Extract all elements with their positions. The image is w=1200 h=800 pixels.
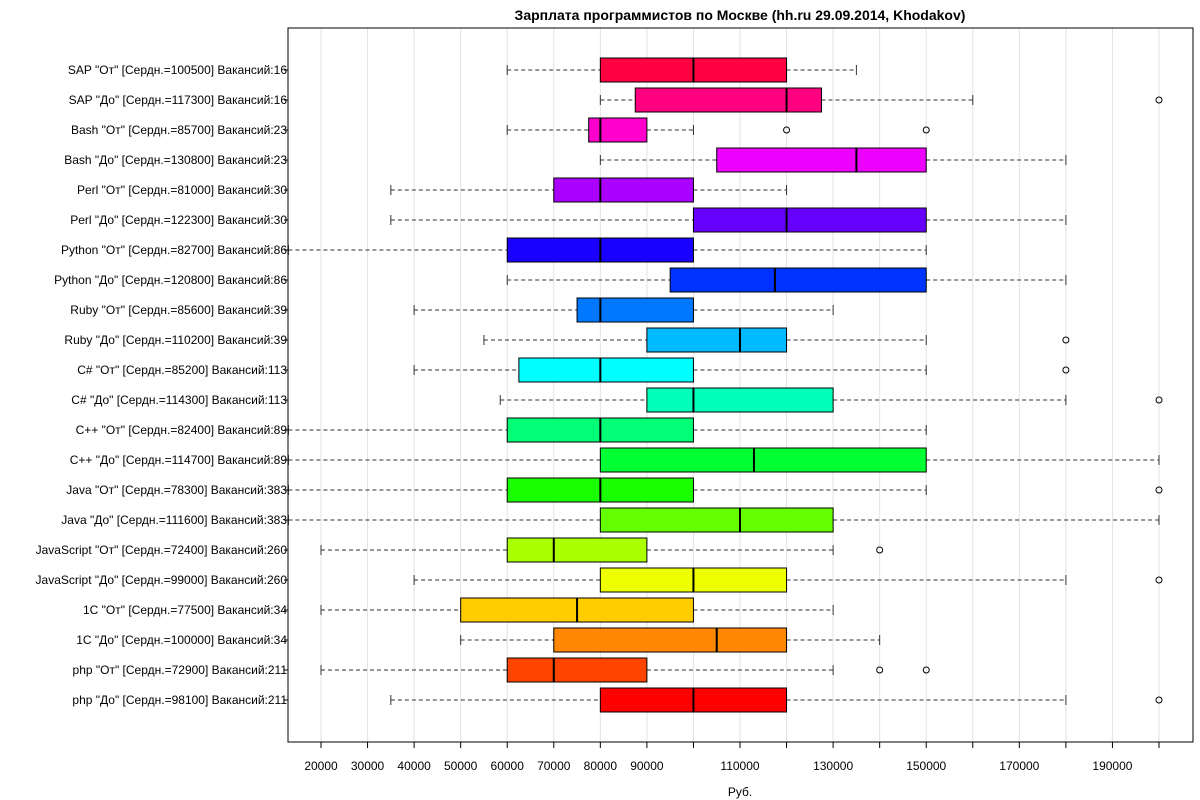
outlier-point xyxy=(1155,486,1163,494)
category-label: php "От" [Сердн.=72900] Вакансий:211 xyxy=(73,663,288,677)
outlier-point xyxy=(876,546,884,554)
category-label: Java "От" [Сердн.=78300] Вакансий:383 xyxy=(66,483,287,497)
box xyxy=(588,117,648,143)
outlier-point xyxy=(922,126,930,134)
category-label: C++ "До" [Сердн.=114700] Вакансий:89 xyxy=(70,453,288,467)
outlier-point xyxy=(1155,396,1163,404)
outlier-point xyxy=(922,666,930,674)
x-tick-label: 20000 xyxy=(304,759,338,773)
x-tick-label: 150000 xyxy=(906,759,946,773)
box xyxy=(553,177,694,203)
box xyxy=(506,537,648,563)
x-tick-label: 90000 xyxy=(630,759,664,773)
x-tick-label: 170000 xyxy=(999,759,1039,773)
x-tick-label: 50000 xyxy=(444,759,478,773)
box xyxy=(599,507,834,533)
outlier-point xyxy=(1062,366,1070,374)
x-tick-label: 130000 xyxy=(813,759,853,773)
category-label: Bash "До" [Сердн.=130800] Вакансий:23 xyxy=(64,153,287,167)
chart-title: Зарплата программистов по Москве (hh.ru … xyxy=(515,7,966,23)
category-label: C++ "От" [Сердн.=82400] Вакансий:89 xyxy=(76,423,288,437)
x-axis-label: Руб. xyxy=(728,785,752,799)
outlier-point xyxy=(1155,576,1163,584)
category-label: SAP "До" [Сердн.=117300] Вакансий:16 xyxy=(69,93,288,107)
category-label: Java "До" [Сердн.=111600] Вакансий:383 xyxy=(61,513,287,527)
category-label: Python "До" [Сердн.=120800] Вакансий:86 xyxy=(54,273,287,287)
x-tick-label: 70000 xyxy=(537,759,571,773)
category-label: Ruby "От" [Сердн.=85600] Вакансий:39 xyxy=(70,303,287,317)
x-tick-label: 190000 xyxy=(1092,759,1132,773)
box xyxy=(692,207,927,233)
outlier-point xyxy=(1155,696,1163,704)
category-label: 1C "До" [Сердн.=100000] Вакансий:34 xyxy=(76,633,287,647)
box xyxy=(669,267,927,293)
box-layer xyxy=(287,57,1163,713)
box xyxy=(646,387,834,413)
x-axis: 20000 30000 40000 50000 60000 70000 80000 90000… xyxy=(304,742,1160,773)
category-label: Ruby "До" [Сердн.=110200] Вакансий:39 xyxy=(64,333,287,347)
category-label: C# "До" [Сердн.=114300] Вакансий:113 xyxy=(71,393,287,407)
category-label: Python "От" [Сердн.=82700] Вакансий:86 xyxy=(61,243,287,257)
category-label: Perl "От" [Сердн.=81000] Вакансий:30 xyxy=(77,183,287,197)
category-label: C# "От" [Сердн.=85200] Вакансий:113 xyxy=(77,363,287,377)
outlier-point xyxy=(783,126,791,134)
category-label: SAP "От" [Сердн.=100500] Вакансий:16 xyxy=(68,63,287,77)
category-labels: SAP "От" [Сердн.=100500] Вакансий:16 SAP … xyxy=(36,63,288,707)
outlier-point xyxy=(876,666,884,674)
box xyxy=(518,357,694,383)
box xyxy=(646,327,788,353)
grid-lines xyxy=(320,28,1160,742)
box xyxy=(716,147,927,173)
plot-frame xyxy=(287,27,1194,743)
x-tick-label: 40000 xyxy=(397,759,431,773)
category-label: Bash "От" [Сердн.=85700] Вакансий:23 xyxy=(71,123,287,137)
x-tick-label: 110000 xyxy=(720,759,759,773)
outlier-point xyxy=(1155,96,1163,104)
box xyxy=(576,297,694,323)
category-label: Perl "До" [Сердн.=122300] Вакансий:30 xyxy=(70,213,287,227)
outlier-point xyxy=(1062,336,1070,344)
x-tick-label: 80000 xyxy=(584,759,618,773)
box xyxy=(634,87,822,113)
x-tick-label: 30000 xyxy=(351,759,385,773)
category-label: JavaScript "До" [Сердн.=99000] Вакансий:… xyxy=(36,573,288,587)
category-label: 1C "От" [Сердн.=77500] Вакансий:34 xyxy=(83,603,287,617)
box xyxy=(599,447,927,473)
x-tick-label: 60000 xyxy=(491,759,525,773)
category-label: php "До" [Сердн.=98100] Вакансий:211 xyxy=(72,693,287,707)
box xyxy=(553,627,788,653)
category-label: JavaScript "От" [Сердн.=72400] Вакансий:… xyxy=(36,543,288,557)
box xyxy=(506,657,648,683)
